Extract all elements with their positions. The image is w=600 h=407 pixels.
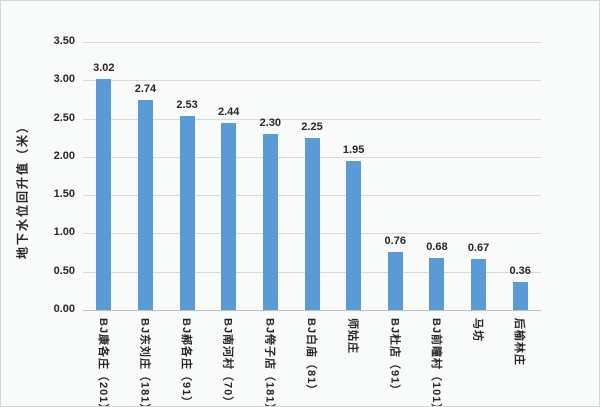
bar-value-label: 2.25: [301, 120, 323, 133]
x-tick-label: 师姑庄: [346, 318, 359, 354]
bar-value-label: 2.44: [218, 106, 240, 119]
bar-value-label: 2.30: [259, 116, 282, 129]
gridline: [83, 80, 541, 81]
x-tick-label: BJ白庙（81）: [305, 318, 317, 397]
y-tick-label: 2.50: [53, 112, 75, 124]
x-tick-label: BJ康各庄（201）: [96, 318, 109, 407]
x-axis-line: [83, 310, 541, 311]
y-tick-label: 3.00: [53, 73, 75, 85]
y-tick-label: 1.00: [53, 226, 75, 238]
bar-value-label: 0.67: [467, 241, 490, 254]
bar: [221, 123, 237, 310]
x-tick-label: BJ杜店（91）: [388, 318, 401, 397]
x-tick-label: BJ东刘庄（181）: [138, 318, 151, 407]
bar-value-label: 2.74: [134, 83, 157, 96]
gridline: [83, 119, 541, 120]
bar: [387, 251, 403, 310]
bar: [471, 258, 487, 310]
x-tick-label: 马坊: [471, 318, 484, 342]
bar: [429, 257, 445, 310]
gridline: [83, 42, 541, 43]
x-tick-label: BJ南河村（70）: [221, 318, 234, 407]
bar: [137, 100, 153, 310]
bar: [346, 160, 362, 310]
bar: [512, 282, 528, 310]
bar-value-label: 2.53: [176, 99, 198, 112]
y-tick-label: 0.00: [53, 303, 75, 315]
bar: [179, 116, 195, 310]
x-tick-label: BJ侉子店（181）: [263, 318, 276, 407]
bar: [304, 137, 320, 310]
y-tick-label: 0.50: [53, 265, 75, 277]
y-tick-label: 3.50: [53, 35, 75, 47]
y-tick-label: 1.50: [53, 188, 75, 200]
bar-value-label: 0.68: [426, 240, 448, 253]
x-tick-label: BJ郝各庄（91）: [180, 318, 193, 407]
bar-value-label: 0.36: [509, 265, 531, 278]
x-tick-label: 后榆林庄: [513, 318, 526, 366]
bar-value-label: 1.95: [342, 143, 365, 156]
y-tick-label: 2.00: [53, 150, 75, 162]
bar: [262, 133, 278, 310]
bar-value-label: 3.02: [93, 61, 115, 74]
x-tick-label: BJ前瞳村（101）: [429, 318, 442, 407]
bar: [96, 78, 112, 310]
bar-value-label: 0.76: [384, 234, 406, 247]
